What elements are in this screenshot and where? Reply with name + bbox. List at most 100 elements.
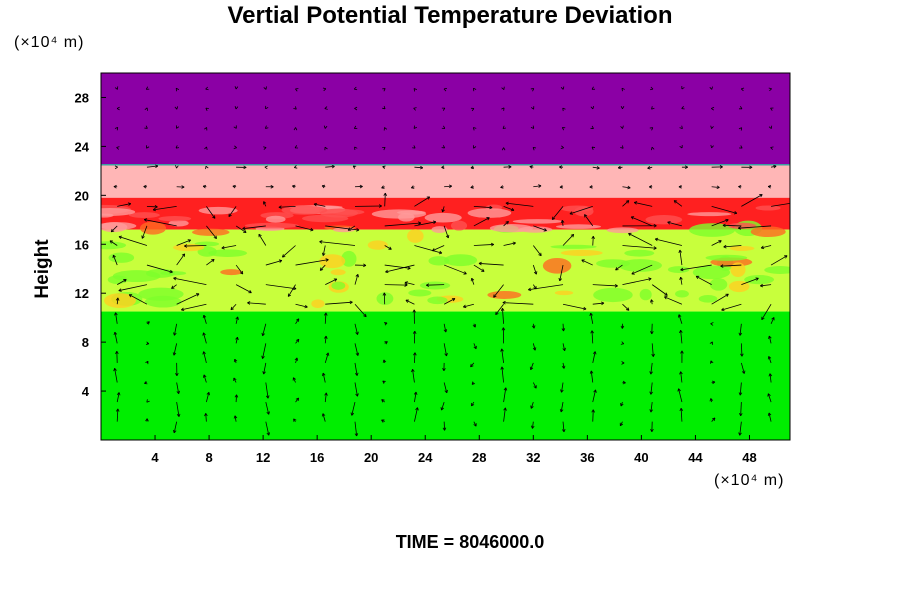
vector-arrowhead	[293, 127, 298, 131]
vector-arrowhead	[505, 220, 509, 225]
red-band-blob	[450, 220, 468, 231]
vector-arrowhead	[324, 106, 328, 110]
vector-arrowhead	[202, 314, 207, 319]
velocity-vector	[228, 206, 237, 217]
turbulence-blob	[593, 287, 633, 303]
vector-arrowhead	[710, 360, 714, 364]
velocity-vector	[414, 196, 430, 207]
turbulence-blob	[311, 299, 325, 309]
velocity-vector	[384, 245, 392, 250]
velocity-vector	[176, 293, 200, 305]
vector-arrowhead	[681, 86, 685, 90]
velocity-vector	[384, 193, 386, 207]
turbulence-blob	[427, 296, 448, 305]
vector-arrowhead	[501, 147, 506, 151]
vector-arrowhead	[432, 248, 436, 252]
velocity-vector	[384, 284, 408, 286]
vector-arrowhead	[733, 210, 738, 215]
vector-arrowhead	[114, 165, 118, 170]
vector-arrowhead	[738, 392, 743, 396]
vector-arrowhead	[304, 304, 308, 309]
vector-arrowhead	[205, 107, 209, 111]
vector-arrowhead	[738, 127, 743, 131]
vector-arrowhead	[601, 301, 605, 306]
velocity-vector	[325, 301, 353, 305]
vector-arrowhead	[767, 184, 772, 189]
velocity-vector	[117, 279, 127, 285]
velocity-vector	[235, 284, 252, 294]
turbulence-blob	[367, 240, 388, 250]
vector-arrowhead	[127, 202, 132, 206]
velocity-vector	[114, 332, 118, 344]
turbulence-blob	[729, 245, 755, 251]
vector-arrowhead	[532, 347, 537, 351]
velocity-vector	[770, 317, 775, 324]
vector-arrowhead	[678, 249, 682, 253]
velocity-vector	[711, 186, 720, 188]
vector-arrowhead	[622, 380, 626, 385]
vector-arrowhead	[404, 281, 408, 285]
vector-arrowhead	[502, 300, 506, 305]
vector-arrowhead	[444, 389, 448, 394]
vector-arrowhead	[651, 106, 655, 110]
vector-arrowhead	[415, 407, 419, 411]
velocity-vector	[412, 369, 415, 383]
turbulence-blob	[692, 265, 731, 280]
red-band-blob	[467, 208, 512, 218]
vector-arrowhead	[175, 165, 179, 169]
vector-arrowhead	[559, 185, 563, 189]
velocity-vector	[144, 219, 177, 227]
vector-arrowhead	[144, 380, 148, 385]
vector-arrowhead	[768, 373, 773, 377]
red-band-blob	[168, 219, 189, 227]
vector-arrowhead	[230, 306, 234, 311]
vector-arrowhead	[470, 402, 475, 407]
red-band-blob	[128, 212, 160, 218]
vector-arrowhead	[331, 164, 335, 169]
vector-arrowhead	[184, 244, 188, 248]
velocity-vector	[592, 302, 605, 305]
velocity-vector	[404, 282, 415, 286]
velocity-vector	[313, 203, 326, 207]
vector-arrowhead	[239, 270, 244, 275]
velocity-vector	[761, 304, 772, 320]
vector-arrowhead	[725, 218, 729, 223]
vector-arrowhead	[145, 360, 149, 365]
vector-arrowhead	[481, 268, 485, 272]
velocity-vector	[738, 225, 772, 229]
vector-arrowhead	[426, 283, 430, 287]
x-tick-label: 28	[472, 450, 486, 465]
vector-arrowhead	[116, 146, 120, 150]
vector-arrowhead	[654, 237, 659, 242]
velocity-vector	[233, 377, 237, 383]
vector-arrowhead	[324, 146, 328, 151]
vector-arrowhead	[501, 86, 505, 90]
velocity-vector	[615, 264, 623, 271]
x-tick-label: 44	[688, 450, 703, 465]
vector-arrowhead	[234, 86, 239, 90]
velocity-vector	[354, 343, 359, 356]
turbulence-blob	[112, 270, 161, 283]
vector-arrowhead	[116, 392, 121, 396]
velocity-vector	[206, 225, 217, 239]
velocity-vector	[173, 421, 178, 434]
velocity-vector	[414, 166, 423, 169]
velocity-vector	[265, 401, 270, 415]
vector-arrowhead	[323, 125, 328, 129]
vector-arrowhead	[206, 391, 211, 396]
vector-arrowhead	[324, 312, 328, 316]
velocity-vector	[354, 362, 358, 376]
vector-arrowhead	[128, 294, 133, 298]
velocity-vector	[262, 343, 267, 359]
vector-arrowhead	[145, 341, 150, 346]
velocity-vector	[295, 397, 299, 403]
velocity-vector	[680, 371, 683, 383]
vector-arrowhead	[710, 322, 714, 326]
turbulence-blob	[675, 290, 689, 298]
vector-arrowhead	[451, 298, 456, 302]
turbulence-blob	[744, 274, 775, 285]
color-layer-0	[101, 73, 790, 165]
vector-arrowhead	[355, 352, 360, 356]
velocity-vector	[181, 303, 207, 311]
turbulence-blob	[139, 221, 167, 235]
